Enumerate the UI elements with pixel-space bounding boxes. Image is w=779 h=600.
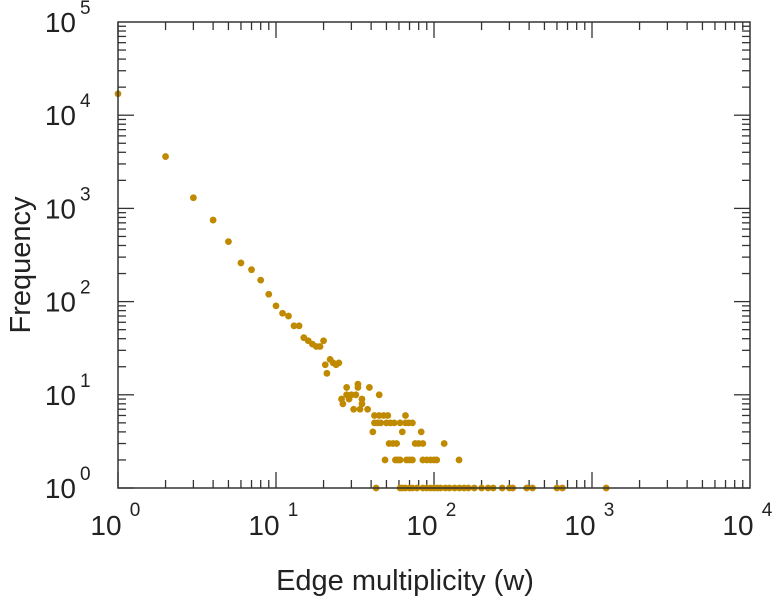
x-tick-label: 10: [722, 510, 753, 541]
data-point: [189, 194, 197, 202]
data-point: [402, 412, 409, 419]
data-point: [396, 456, 404, 464]
data-point: [272, 302, 280, 310]
data-point: [162, 153, 169, 160]
data-point: [390, 419, 398, 427]
y-tick-exponent: 5: [80, 0, 91, 19]
data-point: [225, 238, 232, 246]
x-tick-label: 10: [90, 510, 121, 541]
data-point: [295, 322, 303, 330]
data-point: [323, 369, 331, 377]
data-point: [381, 456, 389, 464]
data-point: [358, 395, 366, 403]
data-point: [316, 343, 324, 350]
data-point: [375, 391, 383, 399]
data-point: [356, 405, 364, 413]
data-point: [419, 440, 427, 447]
x-tick-label: 10: [248, 510, 279, 541]
y-tick-exponent: 3: [80, 184, 91, 205]
axis-ticks: [117, 22, 750, 489]
data-point: [285, 312, 292, 320]
data-point: [339, 400, 347, 408]
data-point: [358, 400, 366, 408]
data-point: [384, 412, 392, 419]
data-point: [365, 384, 373, 391]
x-axis-title: Edge multiplicity (w): [276, 565, 534, 597]
y-axis-title: Frequency: [5, 196, 37, 334]
data-point: [320, 337, 327, 345]
data-point: [352, 391, 360, 399]
y-tick-label: 10: [45, 380, 76, 411]
data-point: [371, 412, 378, 419]
data-point: [398, 428, 406, 436]
data-point: [354, 380, 362, 388]
y-tick-exponent: 0: [80, 464, 91, 485]
data-point: [377, 419, 385, 427]
data-point: [433, 456, 441, 464]
x-tick-label: 10: [406, 510, 437, 541]
data-point: [343, 384, 351, 391]
data-point: [350, 405, 358, 413]
x-tick-exponent: 2: [446, 500, 457, 521]
data-point: [237, 259, 245, 267]
data-point: [335, 359, 343, 367]
data-point: [209, 216, 217, 224]
data-point: [248, 266, 255, 274]
x-tick-label: 10: [564, 510, 595, 541]
data-point: [321, 361, 329, 369]
y-tick-exponent: 1: [80, 371, 91, 392]
x-tick-exponent: 0: [130, 500, 141, 521]
y-tick-label: 10: [45, 100, 76, 131]
data-point: [393, 440, 401, 447]
data-point: [364, 405, 372, 413]
data-point: [440, 440, 448, 447]
x-tick-exponent: 4: [762, 500, 773, 521]
data-point: [417, 428, 425, 436]
data-point: [279, 309, 286, 317]
y-tick-label: 10: [45, 193, 76, 224]
y-tick-exponent: 2: [80, 278, 91, 299]
data-point: [455, 456, 463, 464]
y-tick-label: 10: [45, 473, 76, 504]
y-tick-label: 10: [45, 287, 76, 318]
x-tick-exponent: 1: [288, 500, 299, 521]
x-tick-exponent: 3: [604, 500, 615, 521]
data-point: [409, 456, 416, 464]
plot-frame: [117, 21, 751, 489]
data-point: [265, 290, 273, 298]
data-point: [290, 322, 298, 330]
x-tick-labels: 10 0 10 1 10 2 10 3 10 4: [90, 500, 772, 541]
y-tick-label: 10: [45, 7, 76, 38]
data-point: [369, 428, 377, 436]
data-point: [257, 276, 265, 284]
y-tick-exponent: 4: [80, 91, 91, 112]
data-points: [114, 90, 610, 492]
data-point: [409, 419, 416, 427]
data-point: [396, 419, 404, 427]
